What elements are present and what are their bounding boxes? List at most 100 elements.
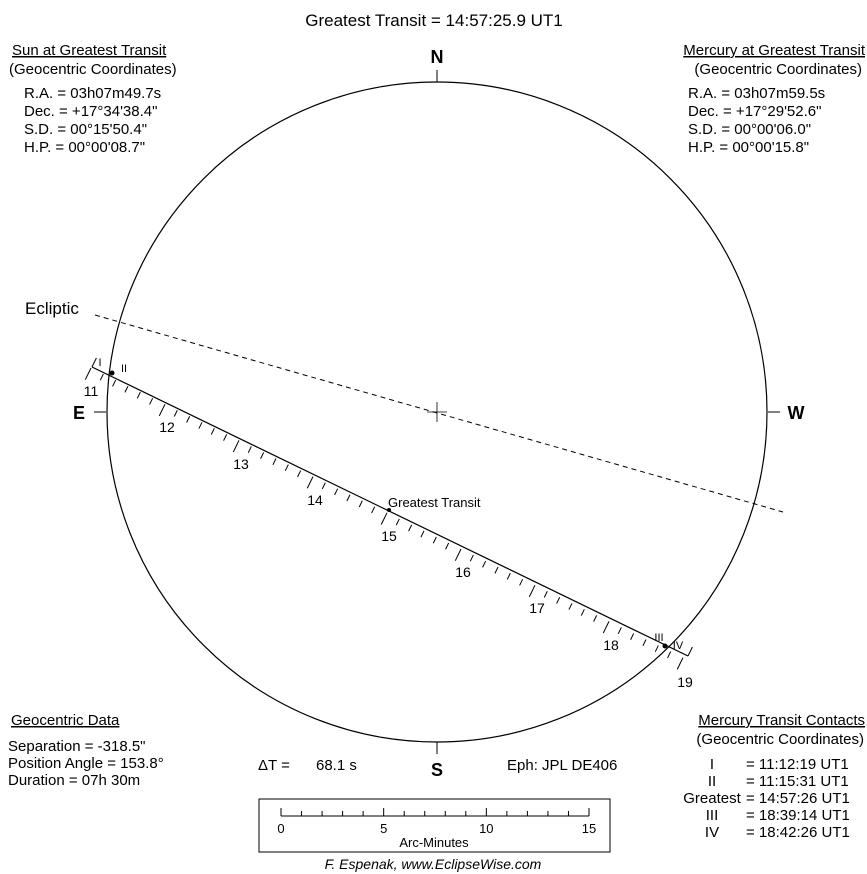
hour-tick (602, 621, 610, 634)
contact-label-iii: III (654, 632, 663, 644)
scale-tick-label: 0 (277, 821, 284, 836)
mercury-panel-subheading: (Geocentric Coordinates) (694, 61, 862, 78)
minute-tick (260, 452, 265, 459)
mercury-dec: Dec. = +17°29'52.6" (688, 103, 821, 120)
west-label: W (788, 403, 805, 423)
sun-ra: R.A. = 03h07m49.7s (24, 85, 161, 102)
minute-tick (556, 597, 561, 604)
minute-tick (173, 410, 178, 417)
sun-panel-subheading: (Geocentric Coordinates) (9, 61, 177, 78)
minute-tick (112, 379, 117, 387)
contact-row-time: = 11:12:19 UT1 (746, 756, 849, 773)
hour-tick (380, 512, 388, 525)
separation-value: Separation = -318.5" (8, 738, 146, 755)
ecliptic-label: Ecliptic (25, 299, 79, 318)
minute-tick (445, 542, 450, 550)
hour-label: 16 (455, 564, 471, 580)
hour-tick (676, 657, 684, 670)
hour-tick (158, 403, 166, 417)
greatest-transit-label: Greatest Transit (388, 495, 481, 510)
minute-tick (654, 645, 659, 653)
ephemeris-label: Eph: JPL DE406 (507, 757, 617, 774)
scale-ticks (280, 808, 590, 816)
hour-tick (232, 440, 240, 453)
contact-row-name: III (706, 807, 719, 824)
contact-label-iv: IV (673, 640, 684, 652)
hour-label: 19 (677, 674, 693, 690)
minute-tick (494, 566, 499, 574)
minute-tick (482, 560, 487, 568)
minute-tick (371, 506, 376, 514)
sun-dec: Dec. = +17°34'38.4" (24, 103, 157, 120)
minute-tick (346, 494, 351, 502)
minute-tick (223, 434, 228, 441)
delta-t-value: 68.1 s (316, 757, 357, 774)
minute-tick (149, 397, 154, 405)
minute-tick (124, 385, 129, 393)
contact-label-ii: II (121, 363, 127, 375)
mercury-ra: R.A. = 03h07m59.5s (688, 85, 825, 102)
minute-tick (420, 530, 425, 538)
minute-tick (506, 572, 511, 580)
minute-tick (297, 470, 302, 478)
minute-tick (642, 639, 647, 647)
mercury-sd: S.D. = 00°00'06.0" (688, 121, 811, 138)
contact-row-time: = 18:42:26 UT1 (746, 824, 850, 841)
scale-bar-unit-label: Arc-Minutes (399, 835, 469, 850)
contact-label-i: I (98, 357, 101, 369)
contacts-panel-subheading: (Geocentric Coordinates) (696, 731, 864, 748)
hour-label: 11 (84, 383, 99, 399)
minute-tick (358, 500, 363, 508)
duration-value: Duration = 07h 30m (8, 772, 140, 789)
contact-row-name: Greatest (683, 790, 741, 807)
scale-tick-label: 15 (582, 821, 596, 836)
hour-label: 14 (307, 492, 323, 508)
minute-tick (272, 458, 277, 466)
contact-row-time: = 14:57:26 UT1 (746, 790, 850, 807)
minute-tick (543, 591, 548, 598)
sun-sd: S.D. = 00°15'50.4" (24, 121, 147, 138)
minute-tick (284, 464, 289, 472)
minute-tick (186, 416, 191, 423)
track-ticks (84, 357, 693, 670)
minute-tick (432, 536, 437, 544)
hour-tick (84, 367, 92, 380)
hour-tick (306, 476, 314, 489)
hour-label: 13 (233, 456, 249, 472)
ecliptic-line (94, 314, 784, 513)
sun-hp: H.P. = 00°00'08.7" (24, 139, 145, 156)
minute-tick (519, 578, 524, 586)
minute-tick (568, 603, 573, 610)
minute-tick (198, 422, 203, 429)
south-label: S (431, 760, 443, 780)
scale-tick-label: 10 (479, 821, 493, 836)
minute-tick (99, 373, 104, 381)
minute-tick (395, 518, 400, 526)
hour-tick (528, 584, 536, 598)
hour-tick (454, 548, 462, 561)
geocentric-data-heading: Geocentric Data (11, 712, 120, 729)
scale-tick-label: 5 (380, 821, 387, 836)
hour-label: 12 (159, 419, 175, 435)
sun-panel-heading: Sun at Greatest Transit (12, 42, 167, 59)
minute-tick (617, 627, 622, 634)
contact-row-time: = 18:39:14 UT1 (746, 807, 850, 824)
minute-tick (210, 428, 215, 435)
minute-tick (334, 488, 339, 496)
hour-label: 15 (381, 528, 397, 544)
diagram-title: Greatest Transit = 14:57:25.9 UT1 (305, 11, 563, 30)
minute-tick (630, 633, 635, 640)
contact-marker-start (109, 370, 115, 376)
track-end-cap (687, 646, 693, 657)
contact-row-name: IV (705, 824, 719, 841)
mercury-hp: H.P. = 00°00'15.8" (688, 139, 809, 156)
mercury-panel-heading: Mercury at Greatest Transit (683, 42, 866, 59)
minute-tick (593, 615, 598, 622)
minute-tick (247, 446, 252, 453)
greatest-transit-marker (387, 508, 391, 512)
contact-row-time: = 11:15:31 UT1 (746, 773, 849, 790)
scale-bar-box (258, 798, 611, 853)
contacts-panel-heading: Mercury Transit Contacts (698, 712, 865, 729)
contact-row-name: I (710, 756, 714, 773)
